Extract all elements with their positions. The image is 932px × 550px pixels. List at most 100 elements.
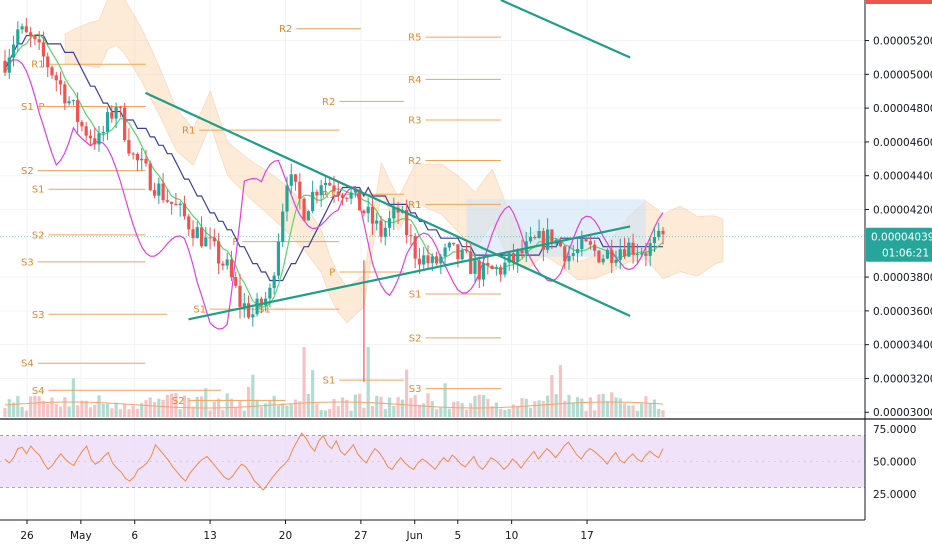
candle-body[interactable] [37,39,41,43]
candle-body[interactable] [50,67,54,76]
candle-body[interactable] [340,195,345,198]
candle-body[interactable] [123,107,127,141]
candle-body[interactable] [118,107,122,109]
candle-body[interactable] [289,174,293,186]
candle-body[interactable] [661,230,665,235]
candle-body[interactable] [520,249,524,254]
candle-body[interactable] [24,26,28,33]
trendlines[interactable] [145,0,631,321]
candle-body[interactable] [644,253,648,256]
candle-body[interactable] [635,253,639,255]
candle-body[interactable] [353,189,357,193]
candle-body[interactable] [285,185,289,212]
candle-body[interactable] [229,259,234,278]
candle-body[interactable] [622,249,627,257]
candle-body[interactable] [452,242,456,245]
candle-body[interactable] [187,216,191,230]
candle-body[interactable] [571,253,575,256]
candle-body[interactable] [76,100,80,122]
candle-body[interactable] [597,250,601,263]
candle-body[interactable] [178,203,182,206]
candle-body[interactable] [405,210,409,236]
candle-body[interactable] [161,183,165,201]
candle-body[interactable] [349,192,353,199]
candle-body[interactable] [640,253,644,255]
candle-body[interactable] [464,249,469,252]
candle-body[interactable] [7,57,11,73]
candle-body[interactable] [362,210,366,214]
candle-body[interactable] [366,206,370,214]
candle-body[interactable] [627,242,631,257]
candle-body[interactable] [54,75,58,81]
candle-body[interactable] [648,243,652,256]
candle-body[interactable] [605,249,610,259]
candle-body[interactable] [601,258,605,263]
candle-body[interactable] [97,133,101,145]
candle-body[interactable] [392,207,396,219]
candle-body[interactable] [234,277,238,286]
candle-body[interactable] [144,158,148,164]
candle-body[interactable] [507,253,511,263]
candle-body[interactable] [550,229,554,244]
candle-body[interactable] [148,163,152,191]
candle-body[interactable] [165,200,169,202]
candle-body[interactable] [272,275,276,288]
trendline-lower-ascending[interactable] [188,225,631,321]
candle-body[interactable] [204,237,208,247]
candle-body[interactable] [264,298,268,306]
candle-body[interactable] [67,101,71,104]
candle-body[interactable] [195,227,199,239]
candle-body[interactable] [259,298,263,306]
candle-body[interactable] [33,36,37,40]
candle-body[interactable] [140,158,144,161]
candle-body[interactable] [88,135,93,139]
candle-body[interactable] [383,227,387,237]
candle-body[interactable] [135,153,140,161]
candle-body[interactable] [631,242,635,255]
candle-body[interactable] [276,241,281,276]
trendline-upper-right[interactable] [500,0,631,59]
candle-body[interactable] [614,259,618,263]
candle-body[interactable] [358,189,362,211]
candle-body[interactable] [575,249,580,254]
candle-body[interactable] [221,263,225,266]
candle-body[interactable] [345,197,349,199]
candle-body[interactable] [217,241,221,264]
candle-body[interactable] [246,303,251,318]
candle-body[interactable] [588,241,592,245]
candle-body[interactable] [580,239,584,250]
candle-body[interactable] [370,206,375,224]
candle-body[interactable] [657,230,661,238]
candle-body[interactable] [242,303,246,307]
candle-body[interactable] [298,181,302,199]
candle-body[interactable] [127,140,131,154]
candle-body[interactable] [281,211,285,242]
candle-body[interactable] [157,183,161,196]
candle-body[interactable] [434,256,439,264]
candle-body[interactable] [251,314,255,318]
candles[interactable] [3,18,665,382]
candle-body[interactable] [430,256,434,264]
candle-body[interactable] [417,258,422,265]
candle-body[interactable] [46,56,50,68]
candle-body[interactable] [336,191,340,196]
candle-body[interactable] [460,249,464,260]
candle-body[interactable] [516,249,520,262]
candle-body[interactable] [379,220,383,237]
candle-body[interactable] [306,211,310,221]
candle-body[interactable] [375,220,379,224]
candle-body[interactable] [105,112,110,132]
candle-body[interactable] [426,255,430,264]
candle-body[interactable] [481,262,486,280]
candle-body[interactable] [71,100,75,102]
candle-body[interactable] [541,230,545,250]
candle-body[interactable] [546,229,550,250]
candle-body[interactable] [528,237,533,242]
candle-body[interactable] [58,80,63,85]
candle-body[interactable] [170,201,174,204]
candle-body[interactable] [131,153,135,155]
candle-body[interactable] [593,244,597,251]
candle-body[interactable] [311,191,315,212]
